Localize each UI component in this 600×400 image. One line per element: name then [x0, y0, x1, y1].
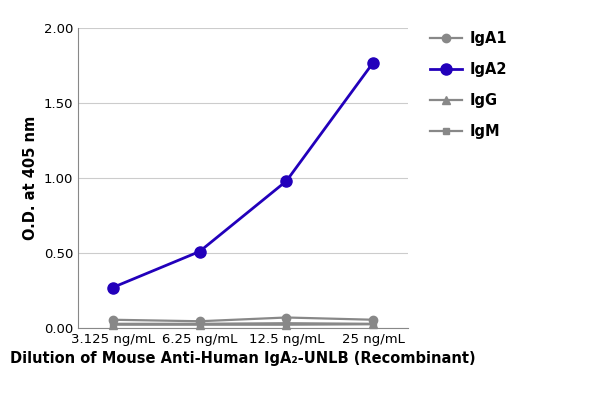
Y-axis label: O.D. at 405 nm: O.D. at 405 nm: [23, 116, 38, 240]
Line: IgA2: IgA2: [107, 57, 379, 293]
IgA2: [196, 249, 203, 254]
IgA2: [109, 285, 116, 290]
Legend: IgA1, IgA2, IgG, IgM: IgA1, IgA2, IgG, IgM: [428, 29, 508, 140]
Line: IgA1: IgA1: [109, 313, 377, 326]
Line: IgG: IgG: [109, 320, 377, 329]
IgG: [283, 322, 290, 327]
IgA2: [283, 178, 290, 183]
IgA1: [109, 317, 116, 322]
X-axis label: Dilution of Mouse Anti-Human IgA₂-UNLB (Recombinant): Dilution of Mouse Anti-Human IgA₂-UNLB (…: [10, 352, 476, 366]
IgA1: [196, 319, 203, 324]
IgM: [196, 322, 203, 326]
IgA1: [283, 315, 290, 320]
IgM: [109, 322, 116, 326]
IgG: [109, 322, 116, 327]
IgA2: [370, 60, 377, 65]
IgM: [370, 322, 377, 326]
IgM: [283, 321, 290, 326]
Line: IgM: IgM: [109, 320, 377, 327]
IgG: [196, 322, 203, 327]
IgG: [370, 322, 377, 327]
IgA1: [370, 317, 377, 322]
